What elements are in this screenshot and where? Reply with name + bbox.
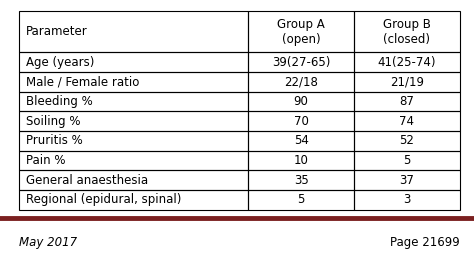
Text: Age (years): Age (years) bbox=[26, 56, 94, 69]
Text: Soiling %: Soiling % bbox=[26, 115, 81, 128]
Bar bbox=[248, 11, 354, 52]
Text: Regional (epidural, spinal): Regional (epidural, spinal) bbox=[26, 193, 182, 206]
Text: Pain %: Pain % bbox=[26, 154, 65, 167]
Bar bbox=[248, 72, 354, 92]
Bar bbox=[248, 52, 354, 72]
Text: 37: 37 bbox=[400, 174, 414, 187]
Text: Group A
(open): Group A (open) bbox=[277, 18, 325, 46]
Bar bbox=[19, 111, 248, 131]
Text: Group B
(closed): Group B (closed) bbox=[383, 18, 431, 46]
Bar bbox=[354, 111, 460, 131]
Text: Parameter: Parameter bbox=[26, 25, 88, 38]
Text: 21/19: 21/19 bbox=[390, 75, 424, 88]
Text: 74: 74 bbox=[400, 115, 414, 128]
Bar bbox=[354, 92, 460, 111]
Text: 3: 3 bbox=[403, 193, 410, 206]
Text: 39(27-65): 39(27-65) bbox=[272, 56, 330, 69]
Bar bbox=[354, 151, 460, 170]
Bar bbox=[354, 131, 460, 151]
Bar bbox=[19, 11, 248, 52]
Text: May 2017: May 2017 bbox=[19, 236, 77, 249]
Text: Page 21699: Page 21699 bbox=[390, 236, 460, 249]
Bar bbox=[354, 190, 460, 210]
Text: 35: 35 bbox=[294, 174, 309, 187]
Bar bbox=[19, 170, 248, 190]
Bar bbox=[19, 72, 248, 92]
Bar bbox=[354, 170, 460, 190]
Bar bbox=[354, 72, 460, 92]
Text: Pruritis %: Pruritis % bbox=[26, 134, 83, 147]
Bar bbox=[248, 151, 354, 170]
Bar bbox=[248, 92, 354, 111]
Text: 52: 52 bbox=[400, 134, 414, 147]
Text: 70: 70 bbox=[294, 115, 309, 128]
Text: Bleeding %: Bleeding % bbox=[26, 95, 93, 108]
Bar bbox=[19, 92, 248, 111]
Bar bbox=[248, 190, 354, 210]
Text: 87: 87 bbox=[400, 95, 414, 108]
Bar bbox=[248, 111, 354, 131]
Text: 5: 5 bbox=[403, 154, 410, 167]
Bar bbox=[354, 11, 460, 52]
Bar bbox=[19, 151, 248, 170]
Text: 5: 5 bbox=[297, 193, 305, 206]
Bar bbox=[354, 52, 460, 72]
Bar bbox=[19, 52, 248, 72]
Text: 54: 54 bbox=[294, 134, 309, 147]
Text: 10: 10 bbox=[294, 154, 309, 167]
Bar bbox=[248, 131, 354, 151]
Bar bbox=[19, 131, 248, 151]
Bar bbox=[19, 190, 248, 210]
Text: General anaesthesia: General anaesthesia bbox=[26, 174, 148, 187]
Bar bbox=[248, 170, 354, 190]
Text: 90: 90 bbox=[294, 95, 309, 108]
Text: Male / Female ratio: Male / Female ratio bbox=[26, 75, 139, 88]
Text: 22/18: 22/18 bbox=[284, 75, 318, 88]
Text: 41(25-74): 41(25-74) bbox=[378, 56, 436, 69]
